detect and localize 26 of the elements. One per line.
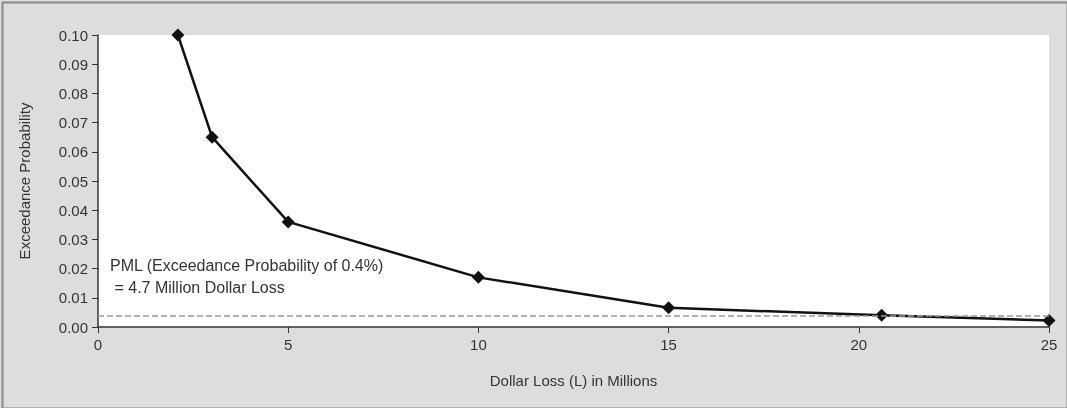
x-tick-label: 10 bbox=[470, 336, 487, 353]
point bbox=[205, 130, 219, 144]
y-tick-label: 0.04 bbox=[58, 201, 88, 219]
point bbox=[662, 301, 676, 315]
x-tick-label: 20 bbox=[850, 336, 868, 353]
y-tick-label: 0.01 bbox=[58, 289, 88, 307]
point bbox=[471, 270, 485, 284]
y-tick-label: 0.10 bbox=[58, 26, 88, 44]
point bbox=[1042, 314, 1056, 328]
x-axis-title: Dollar Loss (L) in Millions bbox=[489, 372, 658, 389]
y-tick-label: 0.09 bbox=[58, 55, 88, 73]
y-tick-label: 0.03 bbox=[58, 230, 88, 248]
y-tick-label: 0.07 bbox=[58, 114, 88, 132]
y-tick-label: 0.06 bbox=[58, 143, 88, 161]
annotation: PML (Exceedance Probability of 0.4%) = 4.7 Million Dollar Loss bbox=[110, 256, 384, 296]
y-axis-title: Exceedance Probability bbox=[16, 102, 33, 260]
x-tick-label: 25 bbox=[1040, 336, 1058, 353]
x-tick-label: 0 bbox=[93, 336, 103, 353]
x-tick-label: 15 bbox=[660, 336, 677, 353]
y-tick-label: 0.08 bbox=[58, 84, 88, 102]
point bbox=[171, 28, 185, 42]
x-tick-label: 5 bbox=[284, 336, 293, 353]
point bbox=[281, 215, 295, 229]
y-tick-label: 0.00 bbox=[58, 318, 88, 336]
y-tick-label: 0.02 bbox=[58, 260, 88, 278]
y-tick-label: 0.05 bbox=[58, 172, 88, 190]
